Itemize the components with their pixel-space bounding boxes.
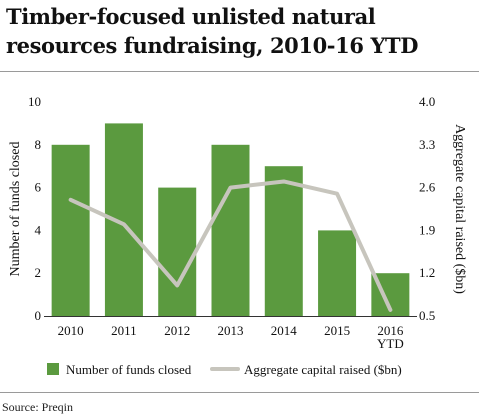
y-tick-label: 0 [35, 308, 42, 323]
bar-5 [318, 230, 357, 316]
y2-tick-label: 3.3 [419, 137, 435, 152]
y2-tick-label: 1.2 [419, 265, 435, 280]
y2-tick-label: 0.5 [419, 308, 435, 323]
y-tick-label: 4 [35, 222, 42, 237]
y2-tick-label: 1.9 [419, 222, 435, 237]
x-tick-label: 2013 [218, 323, 244, 338]
legend-swatch-bars [47, 363, 59, 375]
x-tick-label: 2011 [111, 323, 137, 338]
bar-2 [158, 187, 197, 316]
legend-label-bars: Number of funds closed [66, 362, 192, 377]
y2-tick-label: 4.0 [419, 94, 435, 109]
y-tick-label: 2 [35, 265, 42, 280]
x-tick-label: 2014 [271, 323, 298, 338]
y2-tick-label: 2.6 [419, 180, 436, 195]
bottom-divider [0, 392, 479, 393]
y-axis-title: Number of funds closed [8, 142, 23, 277]
bar-0 [51, 144, 90, 316]
x-tick-label: 2012 [164, 323, 190, 338]
x-tick-label: 2010 [58, 323, 84, 338]
top-divider [0, 71, 479, 72]
x-tick-label: 2015 [324, 323, 350, 338]
bar-4 [264, 166, 303, 316]
y-tick-label: 10 [28, 94, 41, 109]
bar-3 [211, 144, 250, 316]
source-note: Source: Preqin [2, 400, 73, 414]
y-tick-label: 6 [35, 180, 42, 195]
legend-label-line: Aggregate capital raised ($bn) [244, 362, 402, 377]
combo-chart: 0 2 4 6 8 10 0.5 1.2 1.9 2.6 3.3 4.0 2010 2011 2012 201… [8, 94, 467, 377]
x-tick-label: 2016 YTD [377, 323, 404, 351]
y2-axis-title: Aggregate capital raised ($bn) [452, 124, 467, 294]
chart-title: Timber-focused unlisted natural resource… [6, 4, 419, 58]
y-tick-label: 8 [35, 137, 42, 152]
plot-area: 0 2 4 6 8 10 0.5 1.2 1.9 2.6 3.3 4.0 2010 2011 2012 201… [8, 94, 467, 377]
